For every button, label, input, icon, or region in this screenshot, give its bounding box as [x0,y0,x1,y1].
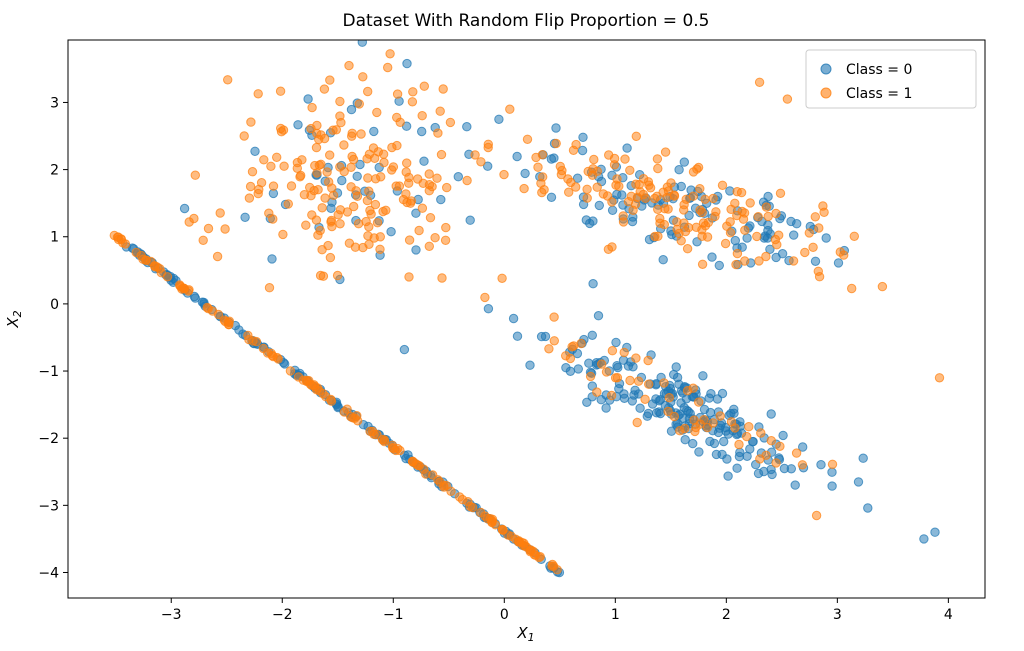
x-tick-label: −1 [383,607,404,623]
y-tick-label: 2 [50,163,59,179]
scatter-points-layer [109,40,945,578]
y-tick-label: −1 [38,364,59,380]
chart-title: Dataset With Random Flip Proportion = 0.… [343,11,710,31]
y-axis-ticks: −4 −3 −2 −1 0 1 2 3 [38,95,68,581]
legend-marker-class-1 [820,87,832,99]
x-tick-label: 2 [722,607,731,623]
x-tick-label: −2 [272,607,293,623]
x-tick-label: 0 [500,607,509,623]
y-tick-label: −2 [38,431,59,447]
x-axis-label: X1 [516,624,534,644]
y-tick-label: 1 [50,230,59,246]
x-tick-label: 4 [944,607,953,623]
x-tick-label: −3 [161,607,182,623]
legend-label-class-0: Class = 0 [846,62,912,78]
legend-box [805,49,977,109]
legend-marker-class-0 [820,63,832,75]
y-tick-label: −3 [38,498,59,514]
x-axis-ticks: −3 −2 −1 0 1 2 3 4 [161,598,953,623]
axes-border [67,39,986,599]
x-tick-label: 1 [611,607,620,623]
y-tick-label: 3 [50,95,59,111]
scatter-points-class-1 [109,49,945,575]
y-tick-label: −4 [38,565,59,581]
y-tick-label: 0 [50,297,59,313]
y-axis-label: X2 [4,310,24,328]
plot-area [68,40,985,598]
x-tick-label: 3 [833,607,842,623]
legend: Class = 0 Class = 1 [805,49,977,109]
legend-label-class-1: Class = 1 [846,86,912,102]
